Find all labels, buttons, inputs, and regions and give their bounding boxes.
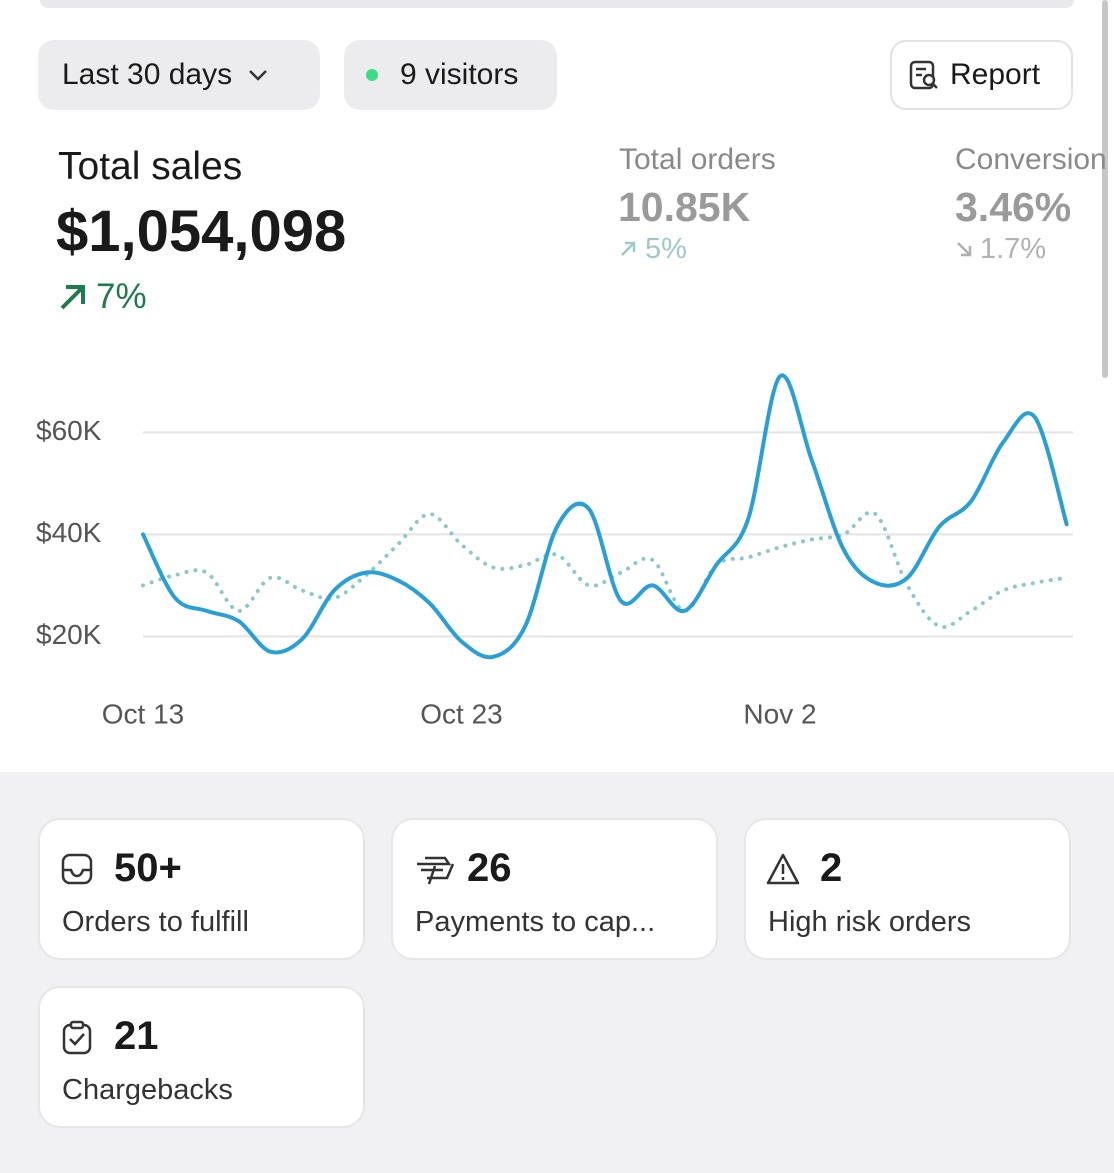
top-bar-shadow — [40, 0, 1074, 8]
card-label: Payments to cap... — [415, 906, 656, 938]
task-card[interactable]: 50+ Orders to fulfill — [38, 818, 365, 960]
range-label: Last 30 days — [62, 58, 233, 91]
chevron-icon — [249, 70, 268, 81]
metric-label[interactable]: Conversion — [955, 143, 1107, 176]
sales-chart: $20K $40K $60K Oct 13 Oct 23 Nov 2 — [36, 373, 1073, 729]
card-label: Chargebacks — [62, 1074, 233, 1106]
card-value: 26 — [467, 846, 512, 890]
report-icon — [909, 60, 938, 90]
inbox-icon — [61, 853, 93, 885]
up-arrow-icon — [621, 241, 636, 256]
report-label: Report — [950, 58, 1041, 91]
scrollbar — [1102, 0, 1108, 378]
payment-icon — [417, 856, 455, 885]
analytics-panel: Last 30 days 9 visitors Report Total sal… — [0, 0, 1114, 772]
card-value: 2 — [820, 846, 843, 890]
metric-change: 5% — [645, 233, 687, 265]
sales-line — [141, 373, 1069, 660]
card-label: Orders to fulfill — [62, 906, 249, 938]
y-tick-label: $60K — [36, 415, 102, 446]
metric-value: $1,054,098 — [56, 199, 347, 264]
y-tick-label: $40K — [36, 517, 102, 548]
down-arrow-icon — [957, 242, 972, 257]
report-button[interactable]: Report — [890, 40, 1073, 110]
metric-change: 1.7% — [980, 233, 1047, 265]
comparison-line — [141, 510, 1069, 629]
metric-change: 7% — [96, 277, 147, 316]
x-tick-label: Oct 13 — [102, 698, 184, 729]
metric-label[interactable]: Total sales — [58, 145, 243, 188]
live-dot — [366, 69, 378, 81]
visitors-button[interactable]: 9 visitors — [344, 40, 557, 110]
metric-value: 3.46% — [955, 184, 1072, 230]
task-card[interactable]: 26 Payments to cap... — [391, 818, 718, 960]
range-button[interactable]: Last 30 days — [38, 40, 320, 110]
x-tick-label: Oct 23 — [420, 698, 502, 729]
up-arrow-icon — [60, 285, 85, 310]
clipboard-icon — [62, 1020, 92, 1055]
task-card[interactable]: 21 Chargebacks — [38, 986, 365, 1128]
task-card[interactable]: 2 High risk orders — [744, 818, 1071, 960]
metric-label[interactable]: Total orders — [619, 143, 776, 176]
x-tick-label: Nov 2 — [743, 698, 816, 729]
metric-value: 10.85K — [618, 184, 751, 230]
y-tick-label: $20K — [36, 619, 102, 650]
card-value: 21 — [114, 1014, 159, 1058]
card-label: High risk orders — [768, 906, 972, 938]
warning-icon — [766, 853, 800, 885]
visitors-label: 9 visitors — [400, 58, 519, 91]
card-value: 50+ — [114, 846, 182, 890]
